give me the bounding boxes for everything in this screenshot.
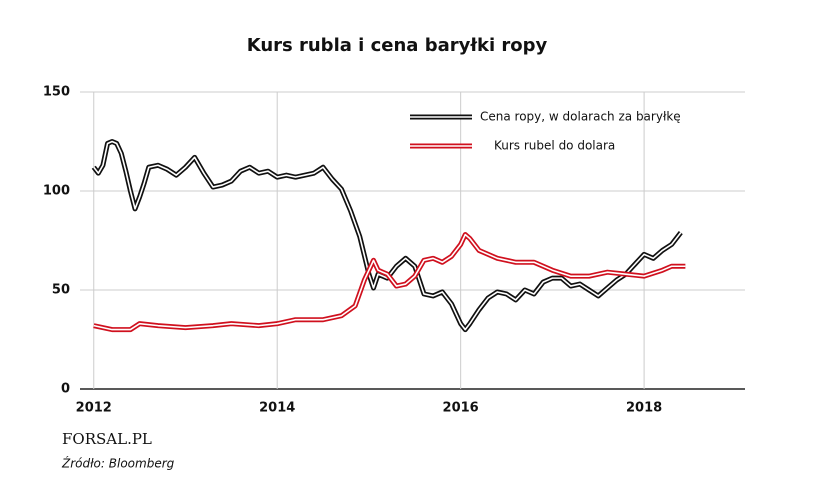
legend-label: Cena ropy, w dolarach za baryłkę — [480, 110, 681, 124]
chart-title: Kurs rubla i cena baryłki ropy — [247, 35, 548, 56]
line-inner — [93, 140, 682, 331]
line-inner — [93, 233, 686, 331]
y-tick-label: 0 — [61, 382, 70, 397]
x-tick-label: 2016 — [443, 401, 479, 416]
y-tick-label: 150 — [43, 85, 70, 100]
y-tick-label: 50 — [52, 283, 70, 298]
source: Źródło: Bloomberg — [61, 456, 175, 471]
x-tick-label: 2014 — [259, 401, 295, 416]
x-tick-label: 2018 — [626, 401, 662, 416]
y-tick-label: 100 — [43, 184, 70, 199]
data-line — [93, 232, 686, 333]
logo: FORSAL.PL — [62, 430, 152, 448]
legend-label: Kurs rubel do dolara — [494, 139, 615, 153]
x-tick-label: 2012 — [76, 401, 112, 416]
